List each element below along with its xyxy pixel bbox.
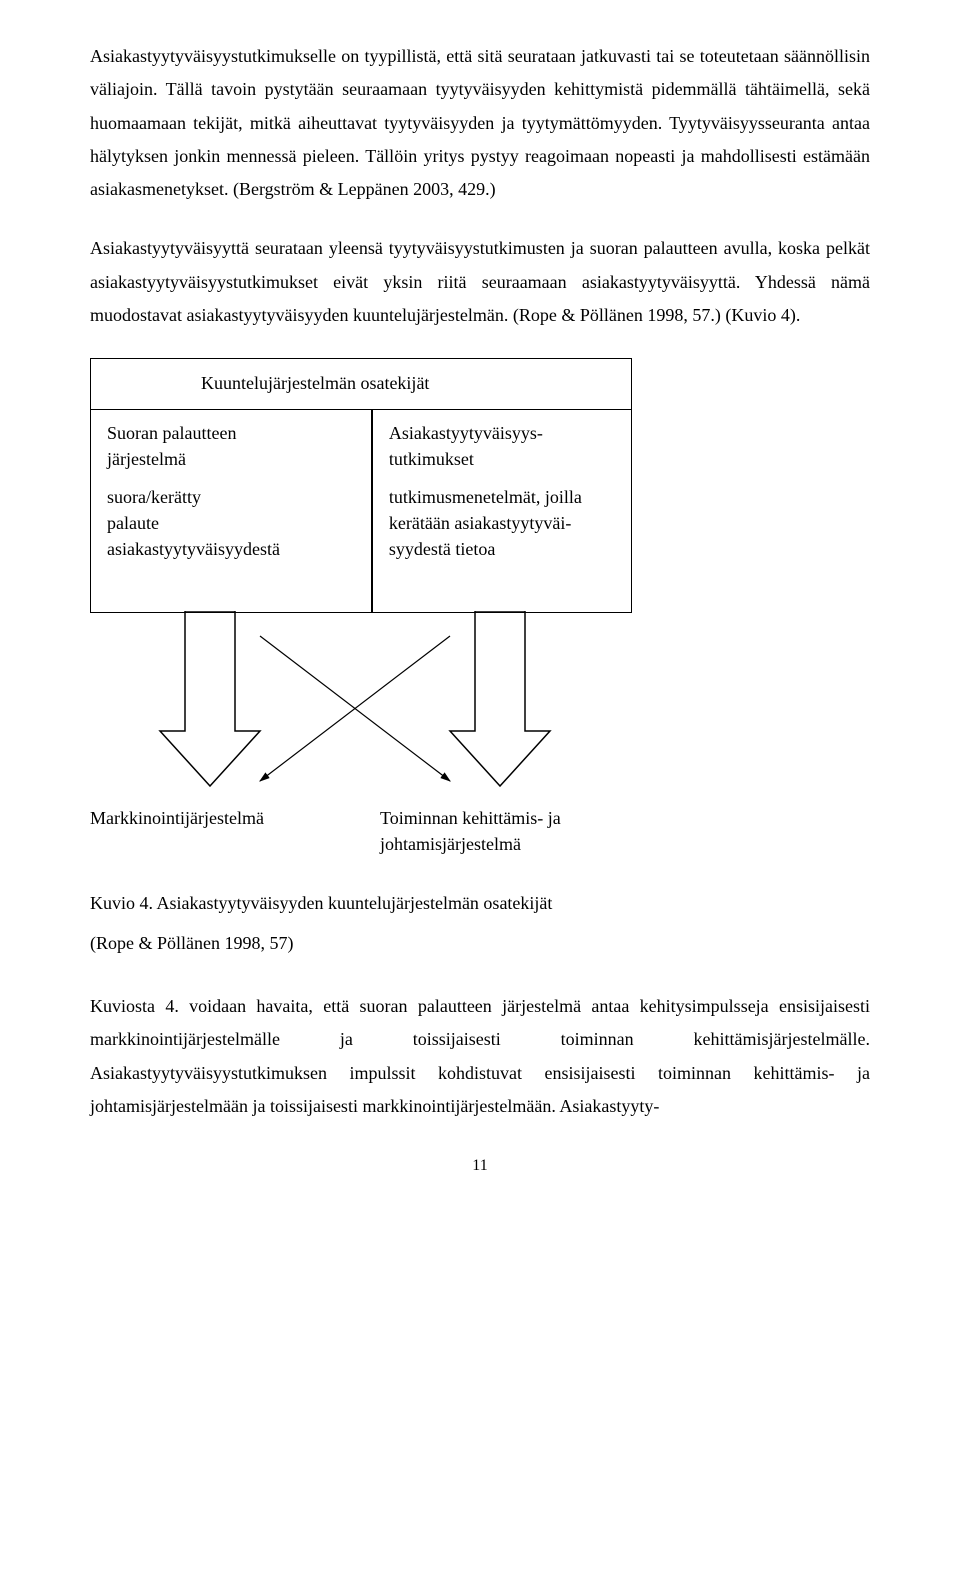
text: Asiakastyytyväisyys-: [389, 423, 543, 443]
diagram-right-body: tutkimusmenetelmät, joilla kerätään asia…: [389, 484, 615, 562]
diagram-kuvio-4: Kuuntelujärjestelmän osatekijät Suoran p…: [90, 358, 870, 857]
diagram-arrows: [90, 611, 650, 801]
text: tutkimukset: [389, 449, 474, 469]
output-right: Toiminnan kehittämis- ja johtamisjärjest…: [380, 805, 561, 857]
diagram-left-heading: Suoran palautteen järjestelmä: [107, 420, 355, 472]
text: Toiminnan kehittämis- ja: [380, 808, 561, 828]
text: palaute: [107, 513, 159, 533]
diagram-outputs: Markkinointijärjestelmä Toiminnan kehitt…: [90, 805, 870, 857]
paragraph-2: Asiakastyytyväisyyttä seurataan yleensä …: [90, 232, 870, 332]
paragraph-1: Asiakastyytyväisyystutkimukselle on tyyp…: [90, 40, 870, 206]
arrow-down-right-icon: [450, 611, 550, 786]
diagram-columns: Suoran palautteen järjestelmä suora/kerä…: [91, 410, 631, 612]
arrow-down-left-icon: [160, 611, 260, 786]
text: järjestelmä: [107, 449, 186, 469]
output-left: Markkinointijärjestelmä: [90, 805, 380, 857]
paragraph-3: Kuviosta 4. voidaan havaita, että suoran…: [90, 990, 870, 1123]
text: suora/kerätty: [107, 487, 201, 507]
diagram-outer-box: Kuuntelujärjestelmän osatekijät Suoran p…: [90, 358, 632, 613]
page-number: 11: [90, 1151, 870, 1181]
figure-caption-line1: Kuvio 4. Asiakastyytyväisyyden kuunteluj…: [90, 887, 870, 920]
diagram-left-body: suora/kerätty palaute asiakastyytyväisyy…: [107, 484, 355, 562]
text: Suoran palautteen: [107, 423, 236, 443]
text: asiakastyytyväisyydestä: [107, 539, 280, 559]
text: tutkimusmenetelmät, joilla: [389, 487, 582, 507]
text: johtamisjärjestelmä: [380, 834, 521, 854]
text: kerätään asiakastyytyväi-: [389, 513, 571, 533]
figure-caption-line2: (Rope & Pöllänen 1998, 57): [90, 927, 870, 960]
diagram-col-right: Asiakastyytyväisyys- tutkimukset tutkimu…: [373, 410, 631, 612]
diagram-col-left: Suoran palautteen järjestelmä suora/kerä…: [91, 410, 371, 612]
diagram-right-heading: Asiakastyytyväisyys- tutkimukset: [389, 420, 615, 472]
diagram-title: Kuuntelujärjestelmän osatekijät: [91, 359, 631, 409]
text: syydestä tietoa: [389, 539, 495, 559]
